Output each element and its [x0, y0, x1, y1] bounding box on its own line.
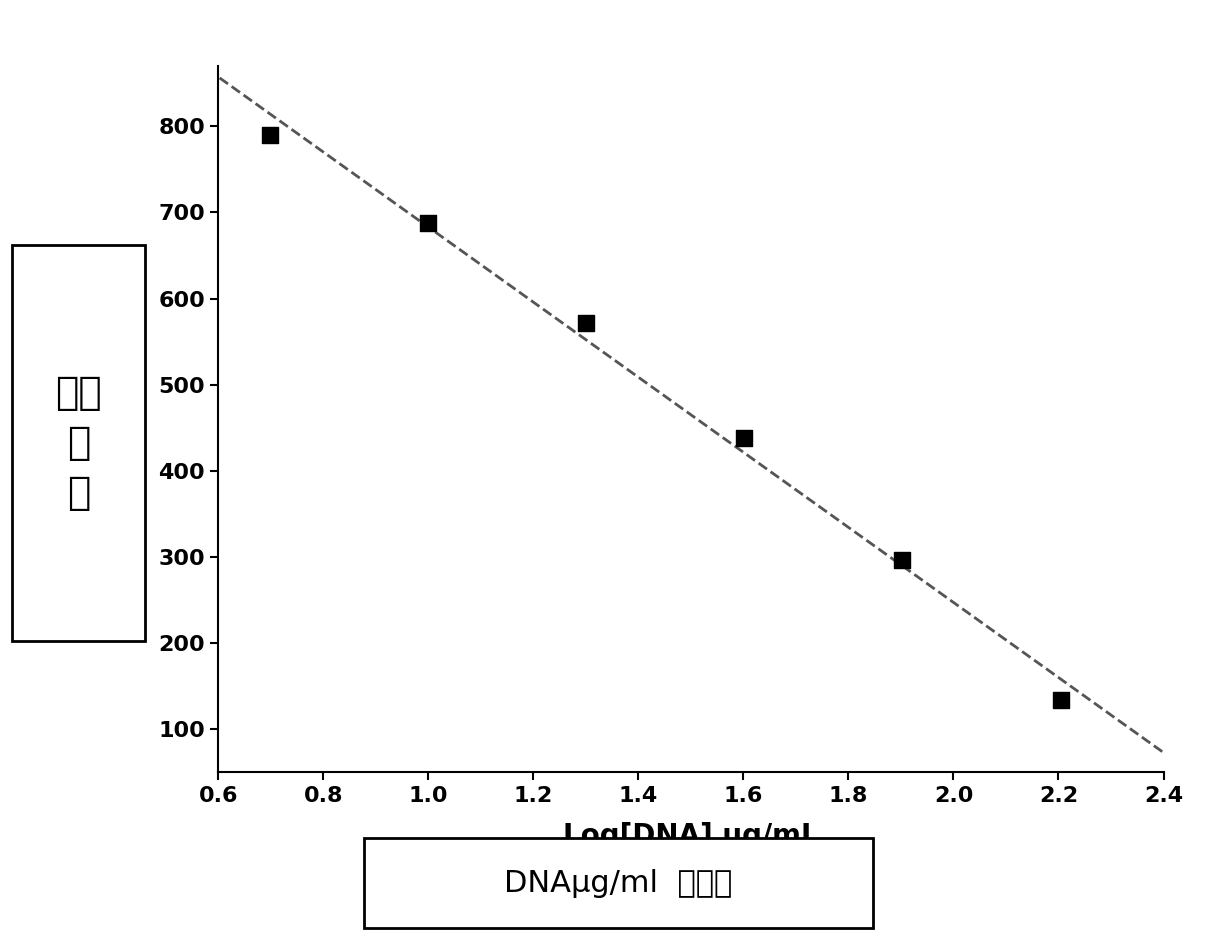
Text: DNAμg/ml  对数值: DNAμg/ml 对数值	[504, 869, 732, 898]
Point	[893, 553, 913, 568]
Y-axis label: PL Intensity (a.u.): PL Intensity (a.u.)	[120, 292, 144, 546]
Point	[261, 127, 280, 142]
Point	[418, 215, 438, 230]
Point	[1051, 692, 1070, 707]
Text: 荧光
强
度: 荧光 强 度	[56, 374, 102, 512]
Point	[734, 430, 754, 446]
X-axis label: Log[DNA] ug/mL: Log[DNA] ug/mL	[564, 822, 818, 851]
Point	[577, 316, 596, 331]
